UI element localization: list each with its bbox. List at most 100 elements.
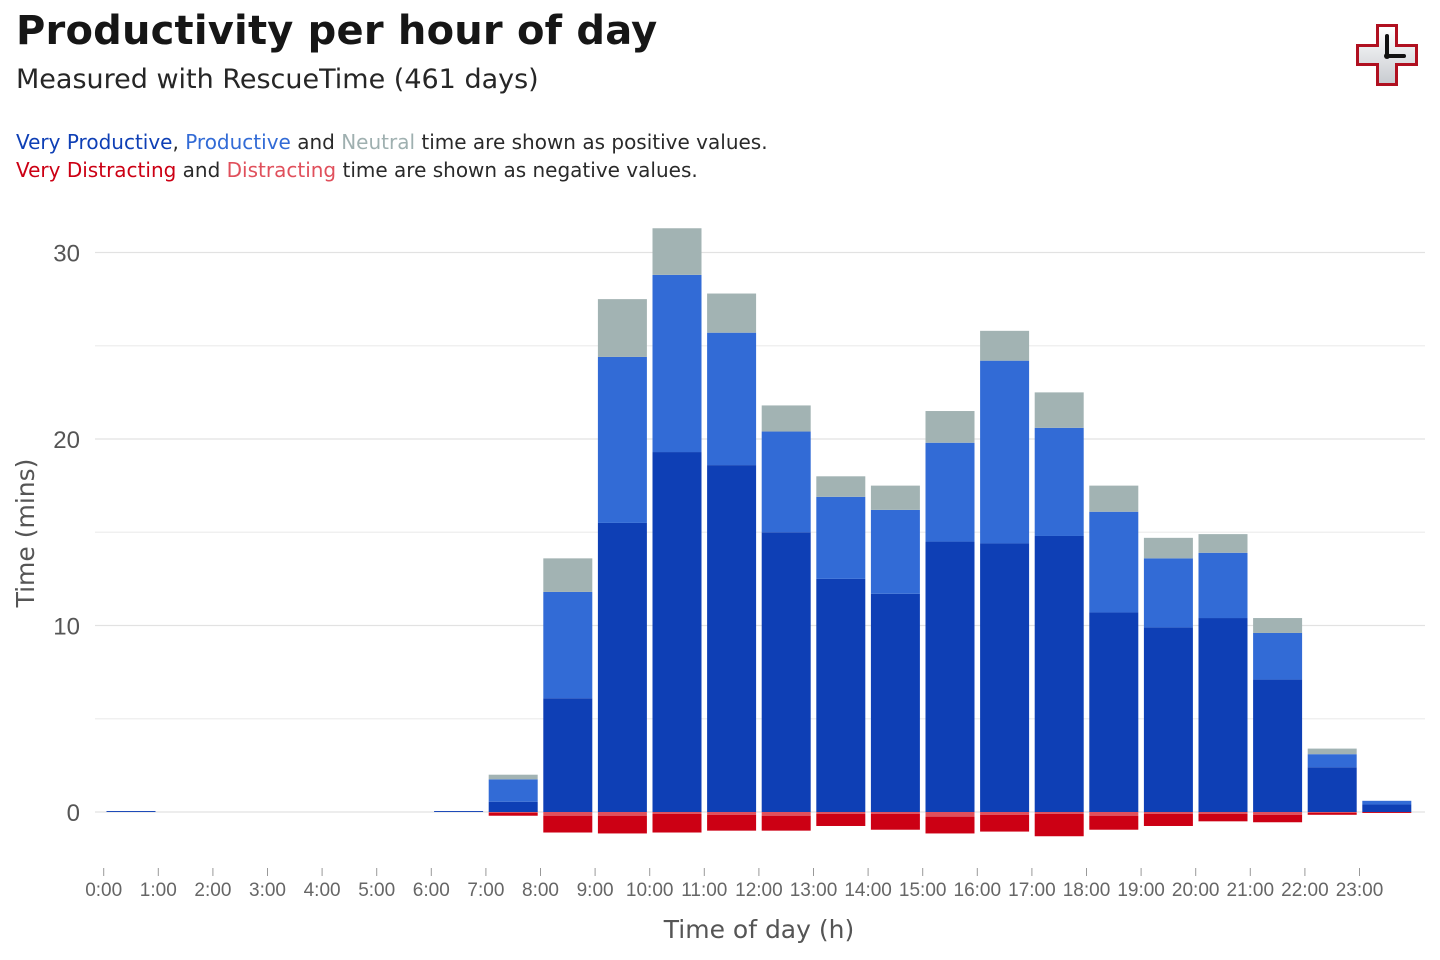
x-tick-label: 14:00: [844, 880, 892, 901]
legend-positive-text: time are shown as positive values.: [415, 130, 768, 154]
bar-segment: [870, 593, 920, 812]
legend-productive: Productive: [185, 130, 291, 154]
bar-segment-negative: [980, 812, 1030, 815]
bar-segment: [980, 360, 1030, 544]
bar-segment: [707, 293, 757, 333]
bar-segment: [980, 330, 1030, 361]
bar-segment-negative: [488, 812, 538, 816]
x-tick-label: 4:00: [304, 880, 341, 901]
bar-segment-negative: [816, 813, 866, 826]
chart-subtitle: Measured with RescueTime (461 days): [16, 64, 539, 95]
legend-negative-text: time are shown as negative values.: [336, 158, 698, 182]
legend-note-positive: Very Productive, Productive and Neutral …: [16, 130, 768, 154]
bar-segment-negative: [597, 812, 647, 816]
bar-segment-negative: [1198, 813, 1248, 822]
bar-segment-negative: [488, 812, 538, 813]
bar-segment-negative: [761, 815, 811, 831]
x-tick-label: 8:00: [522, 880, 559, 901]
bar-segment: [597, 356, 647, 523]
y-axis-ticks: 0 10 20 30: [53, 241, 80, 828]
legend-neutral: Neutral: [341, 130, 416, 154]
x-tick-label: 3:00: [249, 880, 286, 901]
legend-sep: ,: [172, 130, 186, 154]
y-tick-label: 30: [53, 241, 80, 268]
x-tick-label: 7:00: [467, 880, 504, 901]
bar-segment: [1362, 804, 1412, 812]
bar-segment: [543, 591, 593, 699]
bar-segment-negative: [597, 815, 647, 834]
x-tick-label: 19:00: [1117, 880, 1165, 901]
bar-segment: [597, 299, 647, 357]
bar-segment: [652, 274, 702, 453]
legend-and: and: [290, 130, 342, 154]
x-axis-ticks: 0:00 1:00 2:00 3:00 4:00 5:00 6:00 7:00 8:00 9:00…: [85, 868, 1383, 901]
bar-segment-negative: [870, 813, 920, 830]
bar-segment: [1089, 612, 1139, 812]
bar-segment: [652, 228, 702, 275]
x-tick-label: 10:00: [626, 880, 674, 901]
bar-segment-negative: [1198, 812, 1248, 814]
bar-segment: [870, 485, 920, 510]
bar-segment-negative: [1143, 812, 1193, 814]
bar-segment-negative: [707, 814, 757, 831]
bar-segment: [980, 543, 1030, 812]
bar-segment-negative: [1034, 812, 1084, 814]
bar-segment: [1089, 485, 1139, 512]
bar-segment-negative: [1307, 812, 1357, 815]
x-tick-label: 21:00: [1227, 880, 1275, 901]
bar-segment: [707, 332, 757, 466]
bar-segment: [597, 522, 647, 812]
rescuetime-logo-icon: [1356, 24, 1418, 86]
legend-note-negative: Very Distracting and Distracting time ar…: [16, 158, 698, 182]
bar-segment: [1089, 511, 1139, 613]
y-tick-label: 10: [53, 614, 80, 641]
bar-segment: [106, 811, 156, 812]
bar-segment-negative: [707, 812, 757, 815]
x-tick-label: 16:00: [954, 880, 1002, 901]
bar-segment: [1198, 552, 1248, 619]
bar-segment: [1307, 754, 1357, 768]
bar-segment: [1034, 427, 1084, 536]
bar-segment-negative: [1253, 812, 1303, 815]
bar-segment: [870, 509, 920, 594]
bar-segment: [1307, 767, 1357, 812]
y-tick-label: 0: [67, 800, 80, 827]
x-tick-label: 23:00: [1336, 880, 1384, 901]
bar-segment-negative: [543, 815, 593, 833]
legend-very-distracting: Very Distracting: [16, 158, 177, 182]
legend-distracting: Distracting: [226, 158, 337, 182]
x-tick-label: 15:00: [899, 880, 947, 901]
bar-segment-negative: [1253, 814, 1303, 823]
x-tick-label: 5:00: [358, 880, 395, 901]
bar-segment: [707, 465, 757, 812]
x-tick-label: 2:00: [194, 880, 231, 901]
bar-segment: [543, 698, 593, 812]
y-tick-label: 20: [53, 427, 80, 454]
x-tick-label: 20:00: [1172, 880, 1220, 901]
bars: [106, 228, 1412, 837]
bar-segment: [1034, 392, 1084, 428]
bar-segment: [1143, 558, 1193, 628]
bar-segment-negative: [925, 812, 975, 817]
bar-segment: [816, 578, 866, 812]
bar-segment-negative: [980, 814, 1030, 832]
bar-segment-negative: [543, 812, 593, 816]
x-tick-label: 1:00: [140, 880, 177, 901]
y-axis-label: Time (mins): [11, 459, 40, 609]
bar-segment: [488, 779, 538, 802]
bar-segment: [1198, 534, 1248, 553]
x-tick-label: 13:00: [790, 880, 838, 901]
bar-segment: [1198, 618, 1248, 812]
bar-segment: [761, 532, 811, 812]
bar-segment: [925, 411, 975, 443]
legend-and: and: [176, 158, 227, 182]
chart-title: Productivity per hour of day: [16, 8, 658, 54]
x-tick-label: 11:00: [681, 880, 727, 901]
bar-segment-negative: [1143, 813, 1193, 826]
bar-segment: [488, 774, 538, 780]
bar-segment-negative: [925, 816, 975, 834]
x-tick-label: 17:00: [1008, 880, 1056, 901]
bar-segment-negative: [1034, 813, 1084, 837]
bar-segment: [1307, 748, 1357, 755]
